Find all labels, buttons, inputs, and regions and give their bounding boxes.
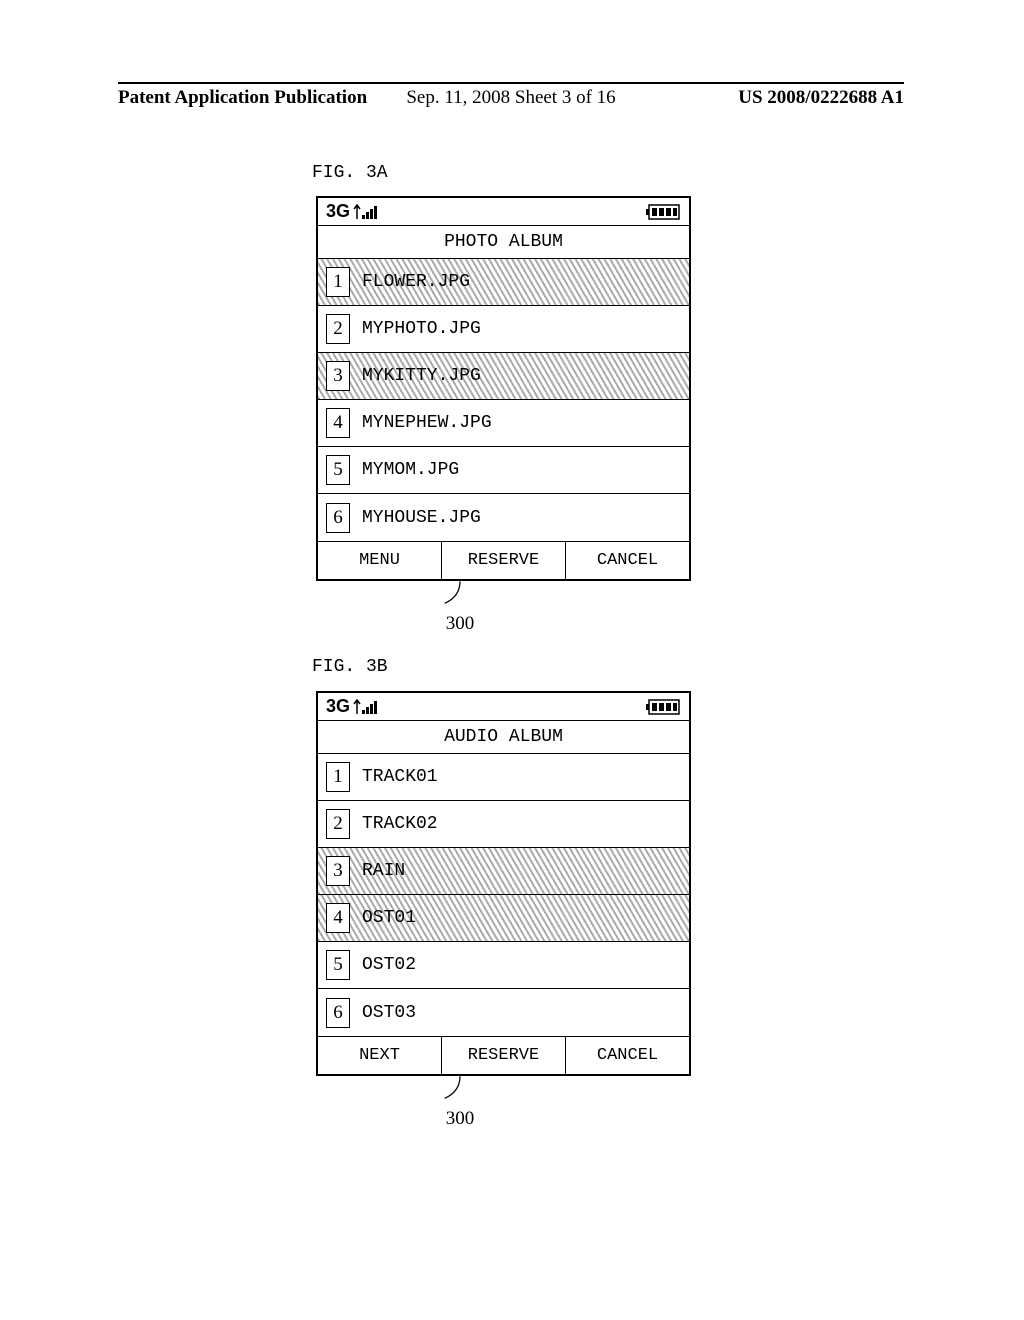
item-list-a: 1 FLOWER.JPG 2 MYPHOTO.JPG 3 MYKITTY.JPG 4 MYNE… bbox=[318, 259, 689, 541]
screen-title: AUDIO ALBUM bbox=[318, 721, 689, 754]
item-label: MYHOUSE.JPG bbox=[362, 508, 481, 528]
callout-label-a: 300 bbox=[443, 613, 477, 635]
item-label: MYPHOTO.JPG bbox=[362, 319, 481, 339]
battery-icon bbox=[645, 699, 681, 715]
list-item[interactable]: 5 OST02 bbox=[318, 942, 689, 989]
list-item[interactable]: 3 MYKITTY.JPG bbox=[318, 353, 689, 400]
softkey-center[interactable]: RESERVE bbox=[442, 1037, 566, 1074]
list-item[interactable]: 1 TRACK01 bbox=[318, 754, 689, 801]
network-label: 3G bbox=[326, 696, 350, 717]
list-item[interactable]: 2 MYPHOTO.JPG bbox=[318, 306, 689, 353]
item-label: MYKITTY.JPG bbox=[362, 366, 481, 386]
item-number: 4 bbox=[326, 903, 350, 933]
header-left: Patent Application Publication bbox=[118, 87, 367, 112]
header-center: Sep. 11, 2008 Sheet 3 of 16 bbox=[406, 87, 615, 109]
item-number: 1 bbox=[326, 267, 350, 297]
list-item[interactable]: 2 TRACK02 bbox=[318, 801, 689, 848]
status-bar: 3G bbox=[318, 198, 689, 226]
list-item[interactable]: 4 OST01 bbox=[318, 895, 689, 942]
signal-icon bbox=[353, 698, 383, 716]
item-number: 5 bbox=[326, 950, 350, 980]
callout-a: 300 bbox=[443, 580, 477, 635]
item-number: 3 bbox=[326, 361, 350, 391]
softkey-left[interactable]: MENU bbox=[318, 542, 442, 579]
softkey-left[interactable]: NEXT bbox=[318, 1037, 442, 1074]
screen-title: PHOTO ALBUM bbox=[318, 226, 689, 259]
phone-screen-a: 3G bbox=[316, 196, 691, 581]
figure-label-3a: FIG. 3A bbox=[312, 163, 388, 183]
item-number: 3 bbox=[326, 856, 350, 886]
status-left: 3G bbox=[326, 696, 383, 717]
softkey-bar: NEXT RESERVE CANCEL bbox=[318, 1036, 689, 1074]
item-label: OST02 bbox=[362, 955, 416, 975]
list-item[interactable]: 5 MYMOM.JPG bbox=[318, 447, 689, 494]
network-label: 3G bbox=[326, 201, 350, 222]
battery-icon bbox=[645, 204, 681, 220]
item-number: 2 bbox=[326, 314, 350, 344]
softkey-right[interactable]: CANCEL bbox=[566, 542, 689, 579]
list-item[interactable]: 3 RAIN bbox=[318, 848, 689, 895]
page-header: Patent Application Publication Sep. 11, … bbox=[118, 82, 904, 112]
status-left: 3G bbox=[326, 201, 383, 222]
phone-screen-b: 3G bbox=[316, 691, 691, 1076]
list-item[interactable]: 6 OST03 bbox=[318, 989, 689, 1036]
status-right bbox=[645, 699, 681, 715]
item-label: RAIN bbox=[362, 861, 405, 881]
item-list-b: 1 TRACK01 2 TRACK02 3 RAIN 4 OST01 5 OST02 6 OST03 bbox=[318, 754, 689, 1036]
item-number: 1 bbox=[326, 762, 350, 792]
item-label: OST03 bbox=[362, 1003, 416, 1023]
item-label: TRACK02 bbox=[362, 814, 438, 834]
softkey-center[interactable]: RESERVE bbox=[442, 542, 566, 579]
softkey-bar: MENU RESERVE CANCEL bbox=[318, 541, 689, 579]
item-number: 4 bbox=[326, 408, 350, 438]
item-label: MYMOM.JPG bbox=[362, 460, 459, 480]
item-label: TRACK01 bbox=[362, 767, 438, 787]
item-number: 6 bbox=[326, 503, 350, 533]
item-label: FLOWER.JPG bbox=[362, 272, 470, 292]
signal-icon bbox=[353, 203, 383, 221]
header-right: US 2008/0222688 A1 bbox=[738, 87, 904, 112]
softkey-right[interactable]: CANCEL bbox=[566, 1037, 689, 1074]
status-right bbox=[645, 204, 681, 220]
callout-b: 300 bbox=[443, 1075, 477, 1130]
item-label: MYNEPHEW.JPG bbox=[362, 413, 492, 433]
item-label: OST01 bbox=[362, 908, 416, 928]
status-bar: 3G bbox=[318, 693, 689, 721]
list-item[interactable]: 1 FLOWER.JPG bbox=[318, 259, 689, 306]
item-number: 6 bbox=[326, 998, 350, 1028]
item-number: 2 bbox=[326, 809, 350, 839]
list-item[interactable]: 6 MYHOUSE.JPG bbox=[318, 494, 689, 541]
callout-label-b: 300 bbox=[443, 1108, 477, 1130]
list-item[interactable]: 4 MYNEPHEW.JPG bbox=[318, 400, 689, 447]
item-number: 5 bbox=[326, 455, 350, 485]
figure-label-3b: FIG. 3B bbox=[312, 657, 388, 677]
